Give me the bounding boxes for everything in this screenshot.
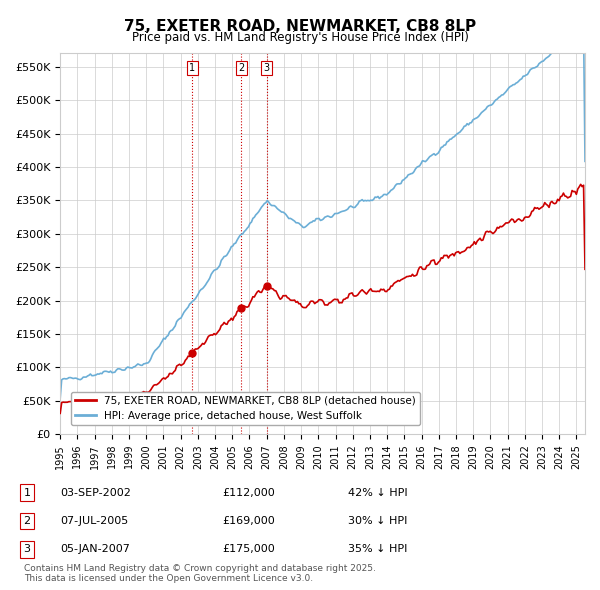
Text: 05-JAN-2007: 05-JAN-2007 [60, 545, 130, 554]
Text: 07-JUL-2005: 07-JUL-2005 [60, 516, 128, 526]
Text: 2: 2 [23, 516, 31, 526]
Text: Price paid vs. HM Land Registry's House Price Index (HPI): Price paid vs. HM Land Registry's House … [131, 31, 469, 44]
Text: Contains HM Land Registry data © Crown copyright and database right 2025.
This d: Contains HM Land Registry data © Crown c… [24, 563, 376, 583]
Text: 75, EXETER ROAD, NEWMARKET, CB8 8LP: 75, EXETER ROAD, NEWMARKET, CB8 8LP [124, 19, 476, 34]
Text: 2: 2 [238, 63, 244, 73]
Text: 03-SEP-2002: 03-SEP-2002 [60, 488, 131, 497]
Legend: 75, EXETER ROAD, NEWMARKET, CB8 8LP (detached house), HPI: Average price, detach: 75, EXETER ROAD, NEWMARKET, CB8 8LP (det… [71, 392, 420, 425]
Text: 1: 1 [23, 488, 31, 497]
Text: £169,000: £169,000 [222, 516, 275, 526]
Text: £112,000: £112,000 [222, 488, 275, 497]
Text: 30% ↓ HPI: 30% ↓ HPI [348, 516, 407, 526]
Text: 35% ↓ HPI: 35% ↓ HPI [348, 545, 407, 554]
Text: 42% ↓ HPI: 42% ↓ HPI [348, 488, 407, 497]
Text: 3: 3 [264, 63, 270, 73]
Text: 3: 3 [23, 545, 31, 554]
Text: £175,000: £175,000 [222, 545, 275, 554]
Text: 1: 1 [189, 63, 195, 73]
